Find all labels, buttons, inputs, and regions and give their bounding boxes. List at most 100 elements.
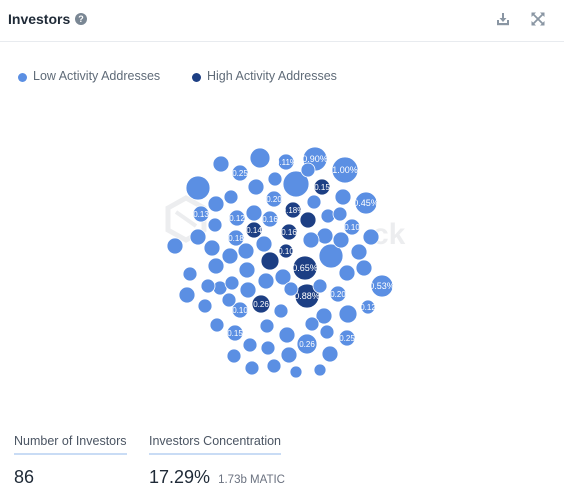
low-activity-bubble[interactable] bbox=[338, 264, 356, 282]
low-activity-bubble[interactable] bbox=[304, 316, 320, 332]
low-activity-bubble[interactable] bbox=[228, 209, 246, 227]
low-activity-bubble[interactable] bbox=[221, 292, 237, 308]
low-activity-bubble[interactable] bbox=[244, 360, 260, 376]
bubble-label: 0.18 bbox=[228, 234, 244, 243]
low-activity-bubble[interactable] bbox=[249, 147, 271, 169]
high-activity-bubble[interactable] bbox=[260, 251, 280, 271]
low-activity-bubble[interactable] bbox=[257, 272, 275, 290]
low-activity-bubble[interactable] bbox=[312, 278, 328, 294]
low-activity-bubble[interactable] bbox=[182, 266, 198, 282]
low-activity-bubble[interactable] bbox=[283, 281, 299, 297]
bubble-label: 0.14 bbox=[246, 226, 262, 235]
legend-swatch-low-activity bbox=[18, 73, 27, 82]
low-activity-bubble[interactable] bbox=[212, 155, 230, 173]
low-activity-bubble[interactable] bbox=[332, 231, 350, 249]
metric-label: Number of Investors bbox=[14, 434, 127, 455]
low-activity-bubble[interactable] bbox=[289, 365, 303, 379]
low-activity-bubble[interactable] bbox=[227, 229, 245, 247]
metric-value-text: 17.29% bbox=[149, 467, 211, 487]
low-activity-bubble[interactable] bbox=[231, 301, 249, 319]
low-activity-bubble[interactable] bbox=[370, 274, 394, 298]
low-activity-bubble[interactable] bbox=[277, 153, 295, 171]
low-activity-bubble[interactable] bbox=[192, 205, 210, 223]
low-activity-bubble[interactable] bbox=[362, 228, 380, 246]
low-activity-bubble[interactable] bbox=[273, 303, 289, 319]
high-activity-bubble[interactable] bbox=[313, 178, 331, 196]
low-activity-bubble[interactable] bbox=[343, 218, 361, 236]
low-activity-bubble[interactable] bbox=[267, 171, 283, 187]
high-activity-bubble[interactable] bbox=[280, 223, 298, 241]
low-activity-bubble[interactable] bbox=[315, 307, 333, 325]
low-activity-bubble[interactable] bbox=[274, 268, 292, 286]
low-activity-bubble[interactable] bbox=[224, 275, 240, 291]
low-activity-bubble[interactable] bbox=[316, 227, 334, 245]
low-activity-bubble[interactable] bbox=[237, 242, 255, 260]
low-activity-bubble[interactable] bbox=[200, 278, 216, 294]
low-activity-bubble[interactable] bbox=[166, 237, 184, 255]
bubble-label: 0.26 bbox=[253, 300, 269, 309]
low-activity-bubble[interactable] bbox=[321, 345, 339, 363]
bubble-label: 0.13 bbox=[193, 210, 209, 219]
low-activity-bubble[interactable] bbox=[223, 189, 239, 205]
low-activity-bubble[interactable] bbox=[178, 286, 196, 304]
low-activity-bubble[interactable] bbox=[350, 243, 368, 261]
low-activity-bubble[interactable] bbox=[207, 217, 223, 233]
low-activity-bubble[interactable] bbox=[226, 324, 244, 342]
high-activity-bubble[interactable] bbox=[284, 201, 302, 219]
low-activity-bubble[interactable] bbox=[260, 340, 276, 356]
low-activity-bubble[interactable] bbox=[354, 191, 378, 215]
low-activity-bubble[interactable] bbox=[313, 363, 327, 377]
low-activity-bubble[interactable] bbox=[207, 195, 225, 213]
question-circle-icon[interactable]: ? bbox=[75, 13, 87, 25]
low-activity-bubble[interactable] bbox=[207, 257, 225, 275]
low-activity-bubble[interactable] bbox=[209, 317, 225, 333]
low-activity-bubble[interactable] bbox=[329, 285, 347, 303]
high-activity-bubble[interactable] bbox=[299, 211, 317, 229]
low-activity-bubble[interactable] bbox=[185, 175, 211, 201]
low-activity-bubble[interactable] bbox=[280, 346, 298, 364]
low-activity-bubble[interactable] bbox=[318, 243, 344, 269]
low-activity-bubble[interactable] bbox=[332, 206, 348, 222]
low-activity-bubble[interactable] bbox=[360, 299, 376, 315]
high-activity-bubble[interactable] bbox=[292, 255, 318, 281]
low-activity-bubble[interactable] bbox=[338, 329, 356, 347]
low-activity-bubble[interactable] bbox=[306, 194, 322, 210]
watermark-logo: ck bbox=[165, 195, 406, 251]
high-activity-bubble[interactable] bbox=[294, 283, 320, 309]
high-activity-bubble[interactable] bbox=[251, 294, 271, 314]
low-activity-bubble[interactable] bbox=[238, 261, 256, 279]
low-activity-bubble[interactable] bbox=[231, 164, 249, 182]
low-activity-bubble[interactable] bbox=[355, 259, 373, 277]
low-activity-bubble[interactable] bbox=[300, 162, 316, 178]
low-activity-bubble[interactable] bbox=[266, 358, 282, 374]
low-activity-bubble[interactable] bbox=[302, 231, 320, 249]
low-activity-bubble[interactable] bbox=[242, 337, 258, 353]
low-activity-bubble[interactable] bbox=[282, 170, 310, 198]
low-activity-bubble[interactable] bbox=[278, 326, 296, 344]
bubble-label: 0.16 bbox=[281, 228, 297, 237]
low-activity-bubble[interactable] bbox=[203, 239, 221, 257]
low-activity-bubble[interactable] bbox=[259, 318, 275, 334]
high-activity-bubble[interactable] bbox=[245, 221, 263, 239]
bubble-label: 0.15 bbox=[314, 183, 330, 192]
low-activity-bubble[interactable] bbox=[189, 228, 207, 246]
low-activity-bubble[interactable] bbox=[261, 210, 279, 228]
low-activity-bubble[interactable] bbox=[245, 204, 263, 222]
fullscreen-button[interactable] bbox=[530, 11, 546, 27]
low-activity-bubble[interactable] bbox=[319, 324, 335, 340]
low-activity-bubble[interactable] bbox=[265, 190, 283, 208]
low-activity-bubble[interactable] bbox=[334, 188, 352, 206]
low-activity-bubble[interactable] bbox=[255, 235, 273, 253]
low-activity-bubble[interactable] bbox=[338, 304, 358, 324]
low-activity-bubble[interactable] bbox=[221, 247, 239, 265]
low-activity-bubble[interactable] bbox=[247, 178, 265, 196]
bubble-label: 0.53% bbox=[369, 281, 395, 291]
low-activity-bubble[interactable] bbox=[197, 298, 213, 314]
low-activity-bubble[interactable] bbox=[226, 348, 242, 364]
low-activity-bubble[interactable] bbox=[239, 281, 257, 299]
bubble-label: 0.65% bbox=[292, 263, 318, 273]
download-button[interactable] bbox=[495, 11, 511, 27]
low-activity-bubble[interactable] bbox=[331, 156, 359, 184]
high-activity-bubble[interactable] bbox=[278, 243, 294, 259]
low-activity-bubble[interactable] bbox=[296, 333, 318, 355]
